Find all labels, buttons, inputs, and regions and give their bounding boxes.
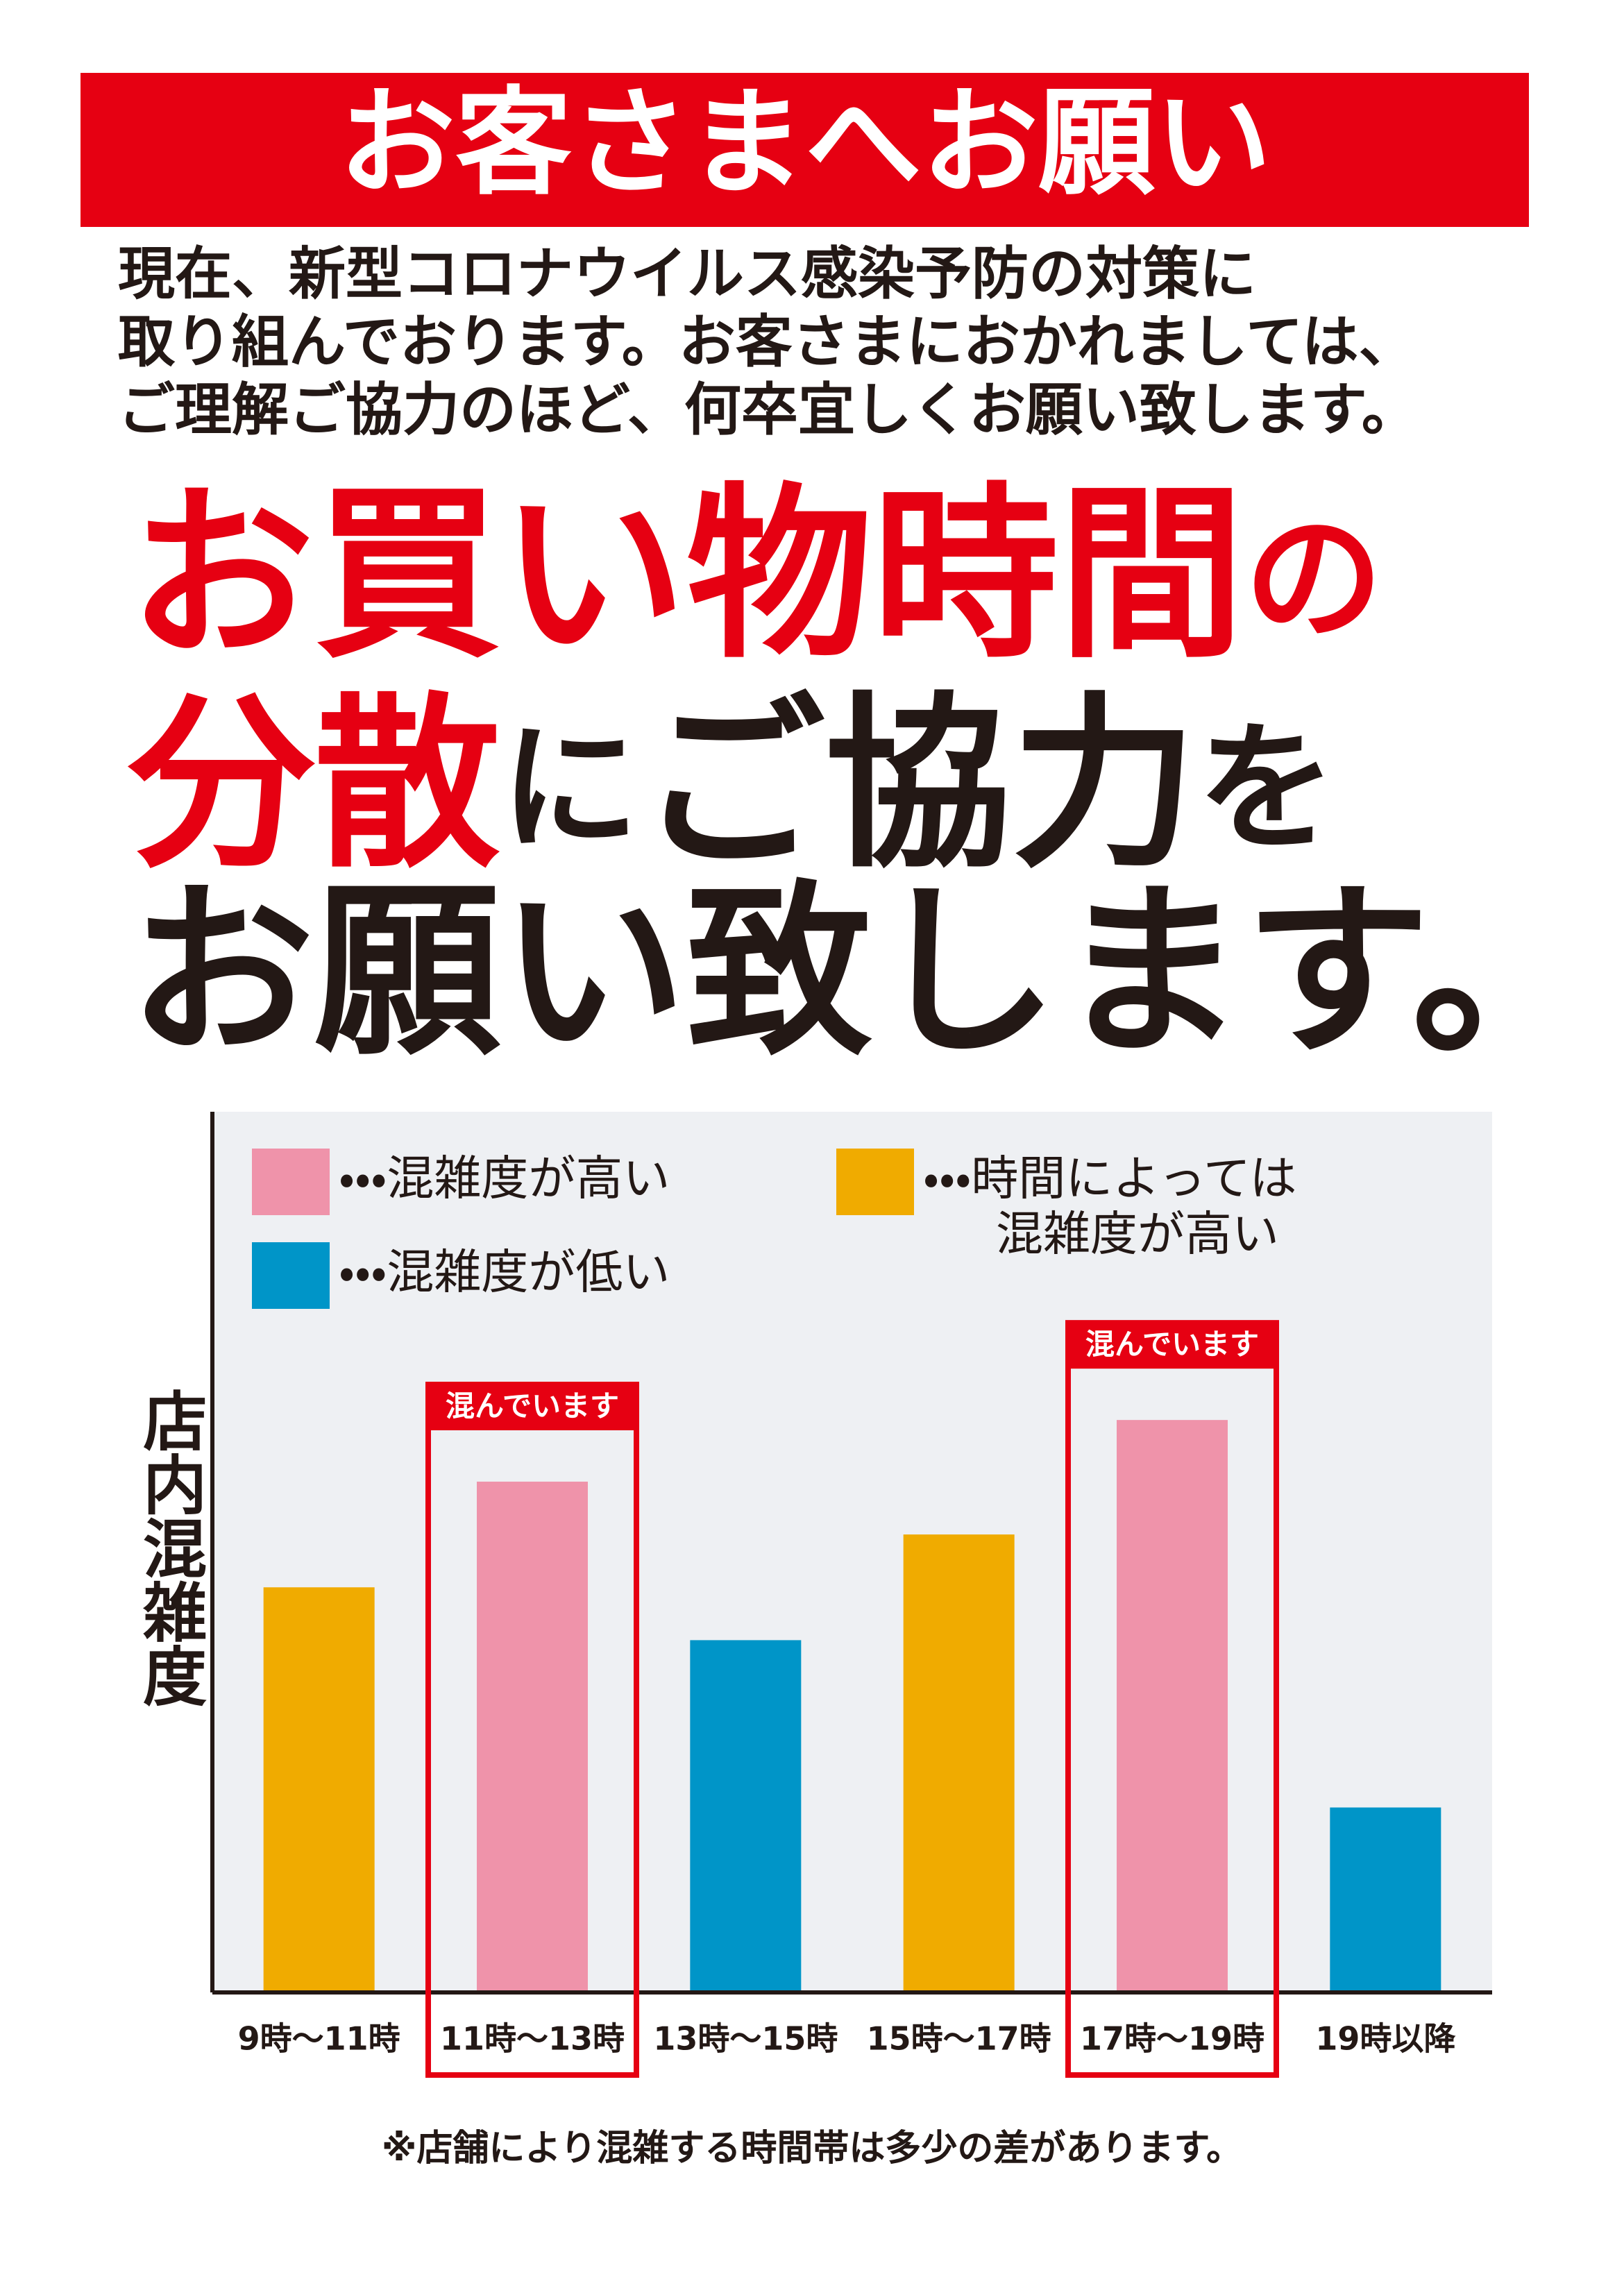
highlight-label: 混んでいます [446, 1389, 619, 1423]
legend-label: 混雑度が高い [996, 1208, 1279, 1262]
bar [477, 1481, 588, 1992]
highlight-tab [1068, 1323, 1276, 1369]
highlight-label: 混んでいます [1085, 1328, 1259, 1362]
intro-line: ご理解ご協力のほど、何卒宜しくお願い致します。 [118, 377, 1419, 443]
headline-part: ご協力 [639, 677, 1197, 893]
headline-line: お願い致します。 [128, 864, 1598, 1081]
headline-line: 分散にご協力を [126, 677, 1336, 893]
x-tick-label: 11時～13時 [440, 2020, 625, 2058]
x-tick-label: 15時～17時 [867, 2020, 1051, 2058]
title-banner [81, 73, 1529, 227]
legend-swatch [252, 1242, 330, 1309]
headline-part: 分散 [126, 677, 500, 893]
headline-part: の [1244, 498, 1383, 660]
headline-part: を [1197, 708, 1336, 870]
bar [690, 1640, 802, 1992]
intro-line: 取り組んでおります。お客さまにおかれましては、 [118, 309, 1416, 375]
headline-line: お買い物時間の [128, 467, 1383, 684]
legend-label: ・・・混雑度が高い [339, 1152, 670, 1207]
bar [1117, 1420, 1228, 1992]
intro-line: 現在、新型コロナウイルス感染予防の対策に [118, 241, 1256, 307]
y-axis-label: 店内混雑度 [133, 1388, 208, 1707]
bar [1330, 1807, 1441, 1992]
x-tick-label: 19時以降 [1315, 2020, 1456, 2058]
headline-part: に [500, 708, 639, 870]
title: お客さまへお願い [339, 75, 1271, 211]
x-tick-label: 13時～15時 [653, 2020, 838, 2058]
highlight-tab [428, 1384, 636, 1430]
legend-swatch [836, 1149, 914, 1215]
legend-label: ・・・混雑度が低い [339, 1246, 670, 1301]
bar [263, 1587, 375, 1992]
footnote: ※店舗により混雑する時間帯は多少の差があります。 [382, 2128, 1242, 2169]
headline-part: お買い物時間 [128, 467, 1244, 684]
x-tick-label: 9時～11時 [238, 2020, 400, 2058]
chart-panel [212, 1112, 1492, 1992]
legend-label: ・・・時間によっては [923, 1152, 1297, 1207]
legend-swatch [252, 1149, 330, 1215]
x-tick-label: 17時～19時 [1080, 2020, 1264, 2058]
bar [903, 1534, 1015, 1992]
